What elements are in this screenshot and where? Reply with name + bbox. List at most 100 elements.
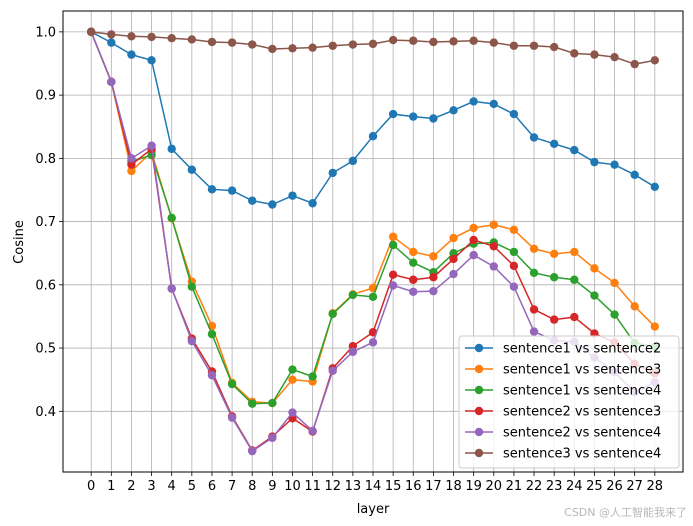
data-point: [388, 240, 398, 250]
x-tick-label: 9: [268, 479, 276, 494]
data-point: [650, 182, 660, 191]
legend-label: sentence1 vs sentence3: [503, 363, 661, 378]
data-point: [268, 433, 277, 443]
legend-entry: sentence1 vs sentence3: [465, 363, 661, 378]
data-point: [308, 43, 317, 52]
y-tick-label: 0.6: [35, 278, 56, 293]
data-point: [549, 249, 559, 259]
y-tick-label: 0.5: [35, 342, 56, 357]
data-point: [388, 35, 398, 45]
y-axis-label: Cosine: [12, 220, 27, 264]
x-tick-label: 16: [405, 479, 422, 494]
data-point: [529, 327, 539, 336]
data-point: [368, 39, 378, 49]
data-point: [86, 27, 96, 37]
data-point: [288, 44, 297, 53]
data-point: [248, 446, 257, 456]
data-point: [549, 273, 559, 282]
x-tick-label: 26: [606, 479, 623, 494]
data-point: [469, 97, 478, 106]
data-point: [348, 290, 358, 300]
legend-marker: [474, 343, 484, 353]
x-tick-label: 2: [127, 479, 135, 494]
x-tick-label: 15: [385, 479, 402, 494]
data-point: [207, 37, 217, 47]
data-point: [469, 235, 478, 245]
data-point: [127, 32, 136, 41]
data-point: [288, 408, 297, 417]
y-tick-label: 1.0: [35, 25, 56, 40]
data-point: [167, 144, 176, 154]
x-tick-label: 8: [248, 479, 256, 494]
data-point: [549, 42, 559, 52]
data-point: [409, 258, 418, 267]
legend-entry: sentence2 vs sentence4: [465, 426, 661, 441]
data-point: [549, 139, 559, 148]
legend-marker: [474, 406, 484, 416]
y-axis-ticks: 0.4 0.5 0.6 0.7 0.8 0.9 1.0: [35, 25, 63, 420]
data-point: [449, 37, 458, 46]
data-point: [268, 200, 277, 209]
data-point: [409, 287, 418, 296]
data-point: [388, 109, 398, 119]
data-point: [187, 35, 197, 44]
data-point: [207, 329, 217, 339]
data-point: [328, 366, 337, 376]
data-point: [429, 286, 438, 296]
data-point: [610, 160, 619, 169]
data-point: [469, 250, 478, 260]
x-tick-label: 14: [365, 479, 382, 494]
data-point: [429, 114, 438, 123]
data-point: [127, 166, 136, 176]
data-point: [509, 225, 519, 235]
data-point: [509, 41, 519, 50]
legend-entry: sentence3 vs sentence4: [465, 447, 661, 462]
legend-label: sentence1 vs sentence4: [503, 384, 661, 399]
x-tick-label: 6: [208, 479, 216, 494]
legend: sentence1 vs sentence2 sentence1 vs sente…: [458, 335, 680, 469]
x-tick-label: 3: [147, 479, 155, 494]
data-point: [590, 157, 599, 167]
x-tick-label: 25: [586, 479, 603, 494]
data-point: [187, 282, 197, 291]
data-point: [570, 275, 579, 284]
data-point: [529, 133, 539, 142]
data-point: [268, 398, 277, 408]
legend-label: sentence1 vs sentence2: [503, 342, 661, 357]
data-point: [489, 242, 498, 251]
data-point: [167, 213, 176, 222]
data-point: [409, 247, 418, 257]
data-point: [489, 38, 498, 47]
data-point: [570, 247, 579, 257]
data-point: [348, 347, 358, 357]
data-point: [147, 56, 156, 65]
data-point: [248, 399, 257, 408]
data-point: [630, 302, 639, 311]
legend-label: sentence3 vs sentence4: [503, 447, 661, 462]
data-point: [187, 165, 197, 174]
x-tick-label: 20: [486, 479, 503, 494]
legend-entry: sentence2 vs sentence3: [465, 405, 661, 420]
data-point: [328, 168, 337, 178]
data-point: [368, 132, 378, 141]
data-point: [610, 52, 619, 62]
data-point: [529, 305, 539, 314]
legend-entry: sentence1 vs sentence2: [465, 342, 661, 357]
data-point: [610, 310, 619, 319]
x-tick-label: 0: [87, 479, 95, 494]
data-point: [509, 282, 519, 291]
x-tick-label: 27: [626, 479, 643, 494]
data-point: [549, 315, 559, 324]
data-point: [127, 50, 136, 59]
data-point: [308, 199, 317, 208]
data-point: [429, 252, 438, 261]
data-point: [409, 36, 418, 45]
x-axis-ticks: 0 1 2 3 4 5 6 7 8 9 10 11 12 13 14 15 16 17 18 19 20 21 22 23 24…: [87, 472, 663, 494]
series-6: [86, 27, 660, 69]
y-tick-label: 0.8: [35, 152, 56, 167]
data-point: [590, 291, 599, 300]
data-point: [570, 312, 579, 322]
data-point: [650, 322, 660, 331]
x-tick-label: 22: [526, 479, 543, 494]
